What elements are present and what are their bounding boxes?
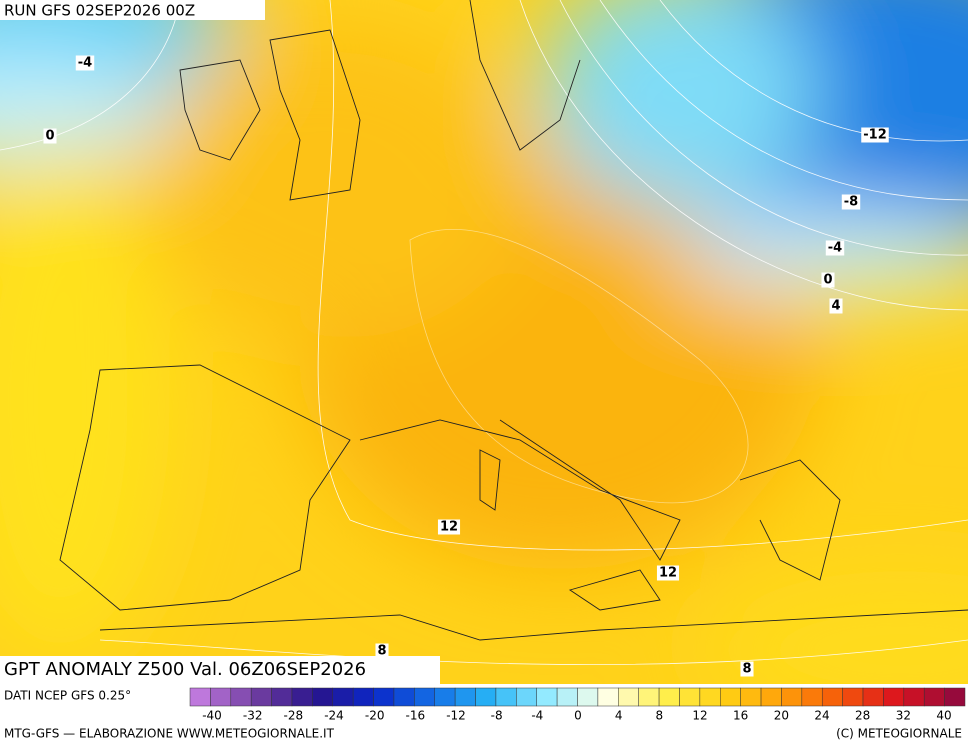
colorbar-swatch	[597, 687, 619, 707]
colorbar-label: -40	[202, 709, 222, 723]
contour-label-bg	[740, 661, 754, 677]
colorbar-label: 12	[692, 709, 707, 723]
source-label: DATI NCEP GFS 0.25°	[4, 689, 131, 703]
colorbar-label: -20	[365, 709, 385, 723]
colorbar-swatch	[801, 687, 823, 707]
coastlines	[59, 0, 968, 641]
colorbar-swatch	[393, 687, 415, 707]
contour-label-bg	[437, 519, 461, 535]
contour-label: -4	[78, 56, 92, 71]
colorbar-swatch	[903, 687, 925, 707]
colorbar-label: 8	[656, 709, 664, 723]
colorbar-label: 40	[936, 709, 951, 723]
colorbar-swatch	[720, 687, 741, 707]
colorbar-swatch	[862, 687, 884, 707]
colorbar: -40 -32 -28 -24 -20 -16 -12 -8 -4 0 4 8 12 16 20 24 28 32…	[189, 687, 966, 723]
colorbar-swatch	[271, 687, 293, 707]
contour-label: -8	[844, 195, 858, 210]
colorbar-swatch	[821, 687, 843, 707]
colorbar-swatch	[230, 687, 252, 707]
contour-label-bg	[43, 128, 57, 144]
colorbar-swatch	[516, 687, 537, 707]
contours	[0, 0, 968, 666]
contour-label-bg	[829, 298, 843, 314]
contour-label-bg	[75, 55, 95, 71]
colorbar-swatch	[250, 687, 272, 707]
contour-label: 0	[45, 129, 54, 144]
colorbar-label: -12	[446, 709, 466, 723]
contour-label: -12	[863, 128, 887, 143]
colorbar-swatch	[352, 687, 374, 707]
colorbar-swatch	[373, 687, 395, 707]
colorbar-label: 20	[774, 709, 789, 723]
colorbar-label: -16	[406, 709, 426, 723]
colorbar-swatch	[577, 687, 599, 707]
contour-label-bg	[375, 643, 389, 659]
colorbar-swatch	[434, 687, 456, 707]
contour-label-bg	[841, 194, 861, 210]
colorbar-swatch	[679, 687, 701, 707]
contour-label-bg	[656, 565, 680, 581]
contour-label: 8	[377, 644, 386, 659]
map-title: GPT ANOMALY Z500 Val. 06Z06SEP2026	[4, 659, 366, 680]
contour-label-bg	[861, 127, 889, 143]
contour-label: 0	[823, 273, 832, 288]
colorbar-swatch	[475, 687, 497, 707]
colorbar-label: 0	[574, 709, 582, 723]
contour-label: 12	[440, 520, 458, 535]
colorbar-label: -32	[243, 709, 263, 723]
colorbar-swatch	[944, 687, 966, 707]
colorbar-label: -24	[324, 709, 344, 723]
title-box: GPT ANOMALY Z500 Val. 06Z06SEP2026	[0, 656, 440, 684]
colorbar-swatch	[495, 687, 517, 707]
contour-label-bg	[821, 272, 835, 288]
colorbar-swatch	[210, 687, 232, 707]
colorbar-swatch	[923, 687, 945, 707]
colorbar-swatch	[760, 687, 782, 707]
colorbar-swatch	[883, 687, 905, 707]
colorbar-swatch	[658, 687, 680, 707]
colorbar-swatch	[332, 687, 354, 707]
colorbar-swatch	[536, 687, 558, 707]
colorbar-swatch	[638, 687, 660, 707]
colorbar-label: 32	[896, 709, 911, 723]
colorbar-swatch	[189, 687, 211, 707]
colorbar-swatch	[414, 687, 435, 707]
colorbar-label: 24	[814, 709, 829, 723]
colorbar-swatch	[699, 687, 721, 707]
map	[0, 0, 968, 684]
contour-label: -4	[828, 241, 842, 256]
credit-right: (C) METEOGIORNALE	[836, 727, 962, 741]
contour-label: 8	[742, 662, 751, 677]
contour-labels: -4 0 -12 -8 -4 0 4 12 12 8 8	[43, 55, 889, 677]
colorbar-label: -28	[284, 709, 304, 723]
contour-label: 12	[659, 566, 677, 581]
run-box: RUN GFS 02SEP2026 00Z	[0, 0, 265, 20]
colorbar-swatch	[454, 687, 476, 707]
contour-label: 4	[831, 299, 840, 314]
colorbar-swatch	[781, 687, 803, 707]
colorbar-swatch	[842, 687, 864, 707]
run-label: RUN GFS 02SEP2026 00Z	[4, 2, 195, 20]
colorbar-swatch	[556, 687, 578, 707]
credit-left: MTG-GFS — ELABORAZIONE WWW.METEOGIORNALE…	[4, 727, 335, 741]
colorbar-swatch	[291, 687, 313, 707]
colorbar-label: -4	[531, 709, 543, 723]
colorbar-label: 4	[615, 709, 623, 723]
contour-label-bg	[825, 240, 845, 256]
colorbar-label: 16	[733, 709, 748, 723]
colorbar-label: 28	[855, 709, 870, 723]
colorbar-label: -8	[491, 709, 503, 723]
colorbar-swatch	[312, 687, 334, 707]
colorbar-swatch	[618, 687, 639, 707]
colorbar-swatch	[740, 687, 762, 707]
